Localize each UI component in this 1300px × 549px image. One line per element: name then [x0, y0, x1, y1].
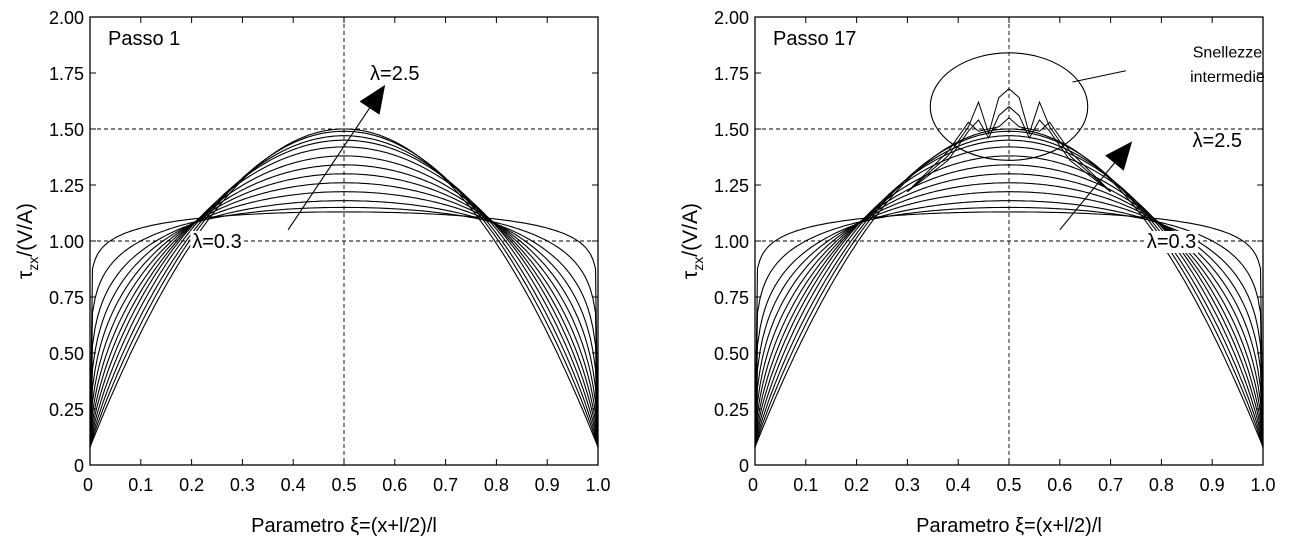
x-tick-label: 0.9	[535, 475, 560, 495]
x-tick-label: 0	[748, 475, 758, 495]
intermediate-ellipse	[929, 52, 1089, 161]
series-line	[754, 206, 1264, 448]
x-tick-label: 0.3	[895, 475, 920, 495]
panel-label: Passo 17	[773, 28, 856, 50]
series-line	[89, 139, 599, 448]
intermediate-series-line	[907, 105, 1111, 193]
x-tick-label: 0.3	[230, 475, 255, 495]
series-line	[89, 191, 599, 448]
series-line	[754, 211, 1264, 448]
annotation-leader	[1072, 70, 1126, 83]
x-tick-label: 0.4	[281, 475, 306, 495]
series-line	[89, 128, 599, 448]
y-tick-label: 0.25	[714, 400, 749, 420]
x-tick-label: 0.8	[484, 475, 509, 495]
series-line	[89, 173, 599, 448]
y-tick-label: 0	[74, 456, 84, 476]
x-tick-label: 0.6	[382, 475, 407, 495]
series-line	[754, 135, 1264, 448]
series-line	[89, 164, 599, 448]
series-line	[89, 155, 599, 448]
x-tick-label: 0.5	[331, 475, 356, 495]
y-tick-label: 0.50	[49, 344, 84, 364]
y-tick-label: 1.50	[49, 120, 84, 140]
annotation-arrow-line	[287, 92, 381, 231]
series-line	[754, 128, 1264, 448]
annotation-arrow-head	[359, 84, 386, 115]
chart-panel-1: 0 0.1 0.2 0.3 0.4 0.5 0.6 0.7 0.8 0.9 1.000.250.50…	[14, 8, 611, 537]
y-tick-label: 1.00	[49, 232, 84, 252]
y-tick-label: 0.25	[49, 400, 84, 420]
annotation-label-bg	[1144, 231, 1199, 253]
y-tick-label: 0	[739, 456, 749, 476]
annotation-label: λ=0.3	[1147, 231, 1196, 253]
y-tick-label: 1.00	[714, 232, 749, 252]
y-tick-label: 1.75	[714, 64, 749, 84]
chart-panel-2: 0 0.1 0.2 0.3 0.4 0.5 0.6 0.7 0.8 0.9 1.000.250.50…	[679, 8, 1276, 537]
x-tick-label: 1.0	[1250, 475, 1275, 495]
x-tick-label: 0.9	[1200, 475, 1225, 495]
x-tick-label: 0.8	[1149, 475, 1174, 495]
x-tick-label: 0.7	[433, 475, 458, 495]
x-axis-label: Parametro ξ=(x+l/2)/l	[916, 515, 1102, 537]
annotation-label: Snellezze	[1193, 45, 1262, 62]
y-tick-label: 1.25	[714, 176, 749, 196]
series-line	[754, 130, 1264, 448]
x-tick-label: 0.7	[1098, 475, 1123, 495]
y-axis-label-rest: /(V/A)	[14, 203, 37, 257]
y-tick-label: 1.50	[714, 120, 749, 140]
y-axis-label-symbol: τ	[14, 270, 37, 279]
y-axis-label-rest: /(V/A)	[679, 203, 702, 257]
annotation-label: intermedie	[1190, 69, 1265, 86]
series-line	[89, 135, 599, 448]
series-line	[89, 182, 599, 448]
x-tick-label: 1.0	[585, 475, 610, 495]
annotation-label: λ=2.5	[1193, 130, 1242, 152]
y-tick-label: 0.75	[714, 288, 749, 308]
y-tick-label: 2.00	[714, 8, 749, 28]
series-line	[89, 200, 599, 448]
series-line	[89, 211, 599, 448]
x-axis-label: Parametro ξ=(x+l/2)/l	[251, 515, 437, 537]
annotation-arrow-head	[1105, 141, 1133, 171]
y-tick-label: 0.50	[714, 344, 749, 364]
annotation-label: λ=2.5	[370, 63, 419, 85]
x-tick-label: 0.2	[179, 475, 204, 495]
series-line	[89, 206, 599, 448]
y-axis-label-symbol: τ	[679, 270, 702, 279]
intermediate-series-line	[907, 88, 1111, 193]
y-tick-label: 2.00	[49, 8, 84, 28]
x-tick-label: 0.5	[996, 475, 1021, 495]
x-tick-label: 0.6	[1047, 475, 1072, 495]
series-line	[89, 130, 599, 448]
x-tick-label: 0.1	[128, 475, 153, 495]
intermediate-series-line	[907, 117, 1111, 193]
y-axis-label-subscript: zx	[25, 257, 41, 271]
y-axis-label: τzx/(V/A)	[679, 203, 706, 279]
annotation-label: λ=0.3	[192, 231, 241, 253]
y-tick-label: 0.75	[49, 288, 84, 308]
panel-label: Passo 1	[108, 28, 180, 50]
x-tick-label: 0.1	[793, 475, 818, 495]
annotation-label-bg	[368, 63, 422, 85]
y-tick-label: 1.75	[49, 64, 84, 84]
annotation-label-bg	[1190, 130, 1245, 153]
annotation-label-bg	[190, 231, 244, 253]
x-tick-label: 0.2	[844, 475, 869, 495]
y-axis-label: τzx/(V/A)	[14, 203, 41, 279]
y-tick-label: 1.25	[49, 176, 84, 196]
x-tick-label: 0	[83, 475, 93, 495]
x-tick-label: 0.4	[946, 475, 971, 495]
y-axis-label-subscript: zx	[690, 257, 706, 271]
